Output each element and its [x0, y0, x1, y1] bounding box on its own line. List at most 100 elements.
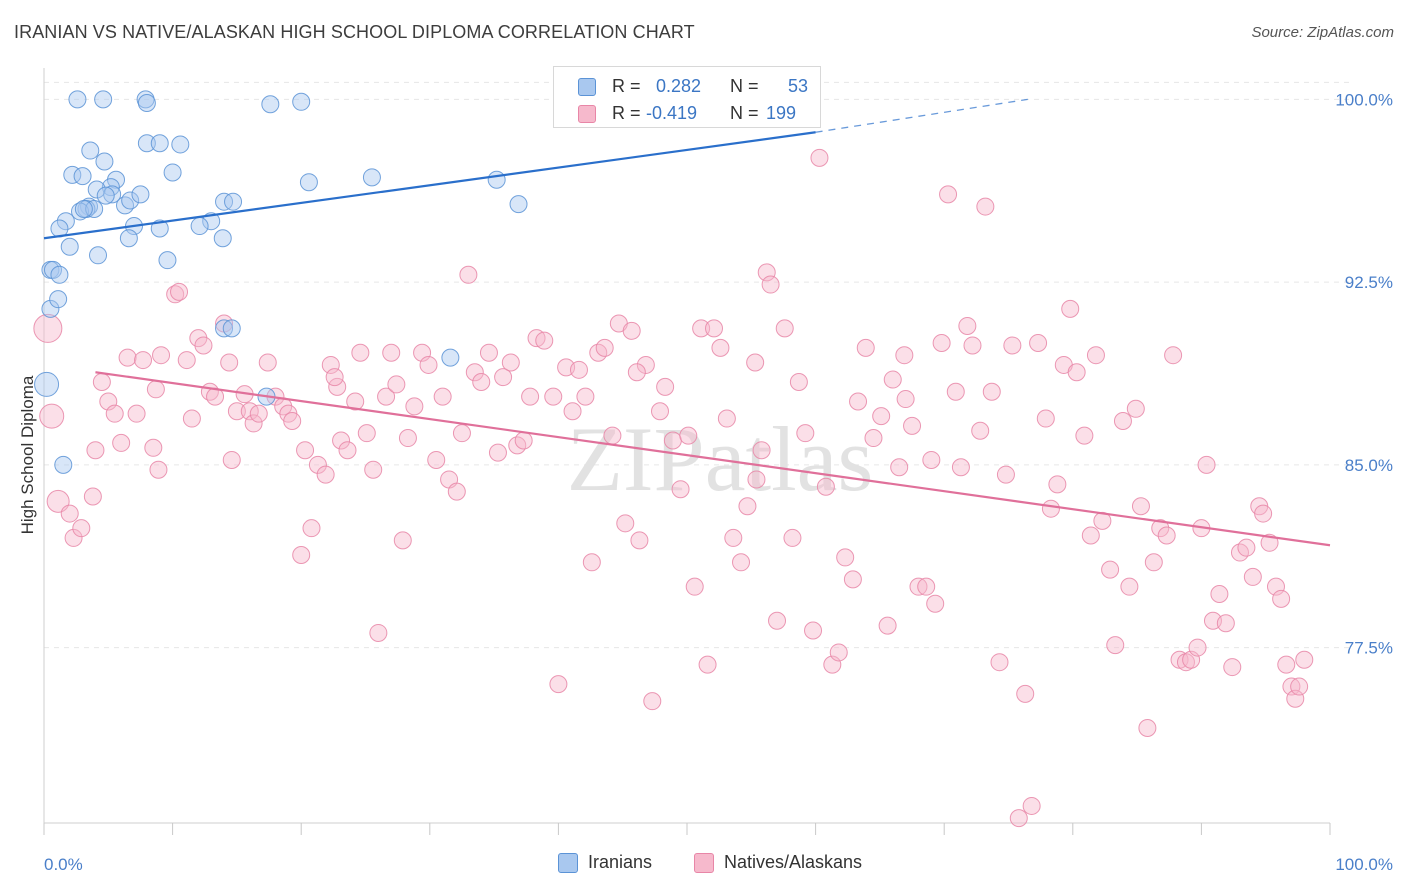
iranian-point [80, 197, 99, 216]
legend-label-natives: Natives/Alaskans [724, 852, 863, 872]
native-point [752, 441, 771, 460]
native-point [705, 319, 724, 338]
native-point [332, 431, 351, 450]
native-point [152, 346, 171, 365]
native-point [864, 429, 883, 448]
native-point [1164, 346, 1183, 365]
iranian-point [101, 178, 120, 197]
native-point [650, 402, 669, 421]
native-point [895, 346, 914, 365]
native-point [64, 528, 83, 547]
iranian-point [119, 229, 138, 248]
native-point [105, 404, 124, 423]
native-point [872, 407, 891, 426]
iranian-point [487, 170, 506, 189]
y-tick-label: 77.5% [1345, 639, 1393, 658]
iranian-point [94, 90, 113, 109]
native-point [1290, 677, 1309, 696]
iranian-point [224, 192, 243, 211]
native-point [883, 370, 902, 389]
native-point [144, 438, 163, 457]
iranian-point [68, 90, 87, 109]
native-point [890, 458, 909, 477]
native-point [452, 424, 471, 443]
x-tick-label: 100.0% [1335, 855, 1393, 874]
iranian-point [95, 152, 114, 171]
native-point [1126, 399, 1145, 418]
native-point [1101, 560, 1120, 579]
native-point [732, 553, 751, 572]
native-point [1048, 475, 1067, 494]
iranian-point [89, 246, 108, 265]
legend-item-natives[interactable]: Natives/Alaskans [694, 852, 862, 873]
native-point [325, 368, 344, 387]
native-point [249, 404, 268, 423]
iranian-point [261, 95, 280, 114]
native-point [563, 402, 582, 421]
native-point [643, 692, 662, 711]
native-point [775, 319, 794, 338]
native-point [258, 353, 277, 372]
iranian-point [121, 191, 140, 210]
native-point [783, 528, 802, 547]
iranian-point [56, 212, 75, 231]
native-point [377, 387, 396, 406]
r-label: R = [612, 103, 641, 123]
native-point [112, 433, 131, 452]
y-tick-label: 100.0% [1335, 90, 1393, 109]
iranian-point [50, 265, 69, 284]
native-point [177, 351, 196, 370]
iranian-point [96, 186, 115, 205]
native-point [1086, 346, 1105, 365]
iranian-point [292, 92, 311, 111]
native-point [1009, 809, 1028, 828]
native-point [296, 441, 315, 460]
native-point [1022, 796, 1041, 815]
native-point [419, 355, 438, 374]
iranian-point [116, 196, 135, 215]
axes [43, 68, 1331, 835]
native-point [387, 375, 406, 394]
native-point [351, 343, 370, 362]
native-point [1223, 658, 1242, 677]
native-point [829, 643, 848, 662]
native-point [685, 577, 704, 596]
native-point [292, 545, 311, 564]
native-point [369, 623, 388, 642]
iranian-point [215, 192, 234, 211]
native-point [283, 411, 302, 430]
native-point [1151, 519, 1170, 538]
natives-points [33, 148, 1314, 828]
native-point [1282, 677, 1301, 696]
native-point [1131, 497, 1150, 516]
native-point [761, 275, 780, 294]
native-point [1036, 409, 1055, 428]
iranian-point [190, 217, 209, 236]
native-point [946, 382, 965, 401]
iranian-point [441, 348, 460, 367]
native-point [1277, 655, 1296, 674]
native-point [244, 414, 263, 433]
iranian-point [49, 290, 68, 309]
trend-lines [43, 98, 1331, 547]
native-point [958, 316, 977, 335]
native-point [149, 460, 168, 479]
tick-labels: 77.5% 85.0% 92.5% 100.0% 0.0% 100.0% [44, 90, 1393, 874]
iranian-point [299, 173, 318, 192]
native-point [521, 387, 540, 406]
r-value: 0.282 [656, 76, 702, 96]
native-point [364, 460, 383, 479]
native-point [501, 353, 520, 372]
native-point [33, 313, 63, 343]
native-point [39, 403, 65, 429]
native-point [836, 548, 855, 567]
iranian-point [73, 167, 92, 186]
iranians-points [34, 90, 528, 474]
iranian-point [158, 251, 177, 270]
native-point [72, 519, 91, 538]
legend-item-iranians[interactable]: Iranians [558, 852, 652, 873]
native-point [903, 416, 922, 435]
native-point [427, 450, 446, 469]
iranian-point [213, 229, 232, 248]
native-point [1016, 684, 1035, 703]
